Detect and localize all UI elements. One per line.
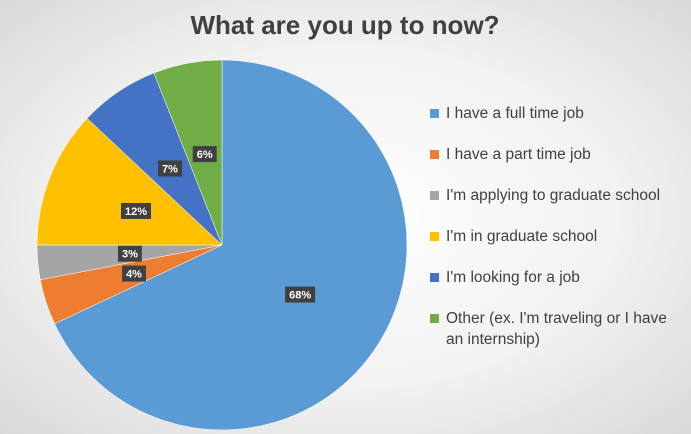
legend-item: I'm in graduate school xyxy=(430,226,688,247)
legend-item: I have a full time job xyxy=(430,103,688,124)
legend-label: I'm looking for a job xyxy=(446,269,580,286)
legend-label: I have a full time job xyxy=(446,105,584,122)
data-label-text: 68% xyxy=(289,289,311,301)
data-label-box xyxy=(122,265,146,282)
pie-slice xyxy=(36,118,223,246)
pie-slice xyxy=(54,59,408,431)
legend-item: I'm applying to graduate school xyxy=(430,185,688,206)
data-label-box xyxy=(158,160,182,177)
data-label-text: 6% xyxy=(197,149,213,161)
pie-slice xyxy=(153,59,223,246)
data-label: 7% xyxy=(158,160,182,177)
data-label-text: 3% xyxy=(122,249,138,261)
legend-swatch xyxy=(430,191,439,200)
legend: I have a full time job I have a part time… xyxy=(430,103,688,370)
data-label-box xyxy=(285,286,316,303)
legend-swatch xyxy=(430,314,439,323)
legend-item: I have a part time job xyxy=(430,144,688,165)
data-label: 6% xyxy=(192,146,217,163)
legend-label: Other (ex. I'm traveling or I have an in… xyxy=(446,310,667,348)
data-label: 3% xyxy=(117,245,142,262)
legend-item: I'm looking for a job xyxy=(430,267,688,288)
legend-label: I have a part time job xyxy=(446,146,591,163)
data-label: 12% xyxy=(120,202,152,219)
chart-title: What are you up to now? xyxy=(190,10,499,40)
legend-swatch xyxy=(430,109,439,118)
legend-swatch xyxy=(430,150,439,159)
data-label-box xyxy=(192,146,217,163)
data-label-text: 4% xyxy=(126,268,142,280)
data-label-box xyxy=(120,202,152,219)
data-label-text: 7% xyxy=(162,163,178,175)
data-label: 4% xyxy=(122,265,146,282)
legend-swatch xyxy=(430,232,439,241)
legend-swatch xyxy=(430,273,439,282)
legend-label: I'm in graduate school xyxy=(446,228,598,245)
legend-label: I'm applying to graduate school xyxy=(446,187,661,204)
legend-item: Other (ex. I'm traveling or I have an in… xyxy=(430,308,688,350)
data-label-text: 12% xyxy=(125,206,147,218)
data-label-box xyxy=(117,245,142,262)
data-label: 68% xyxy=(285,286,316,303)
